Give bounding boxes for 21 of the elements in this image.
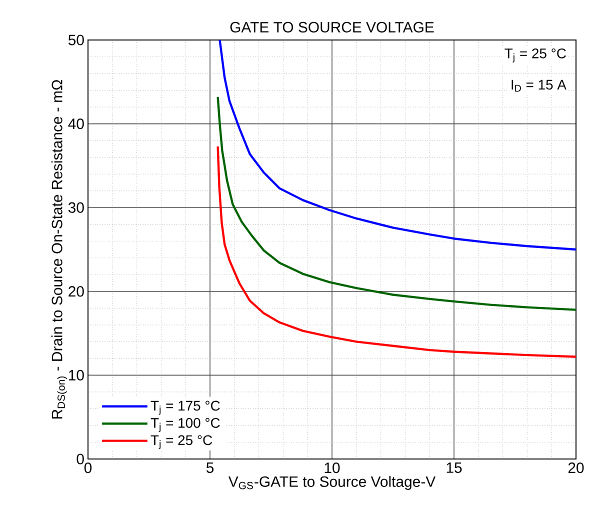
line-series (216, 96, 576, 311)
legend-label: T$_{j}$ = 25 °C (150, 435, 212, 450)
x-tick-label: 10 (324, 462, 340, 474)
x-tick-label: 15 (446, 462, 462, 473)
x-tick-label: 5 (206, 462, 214, 473)
y-tick-label: 0 (76, 454, 84, 464)
y-tick-label: 10 (69, 370, 84, 380)
y-tick-label: 50 (68, 34, 84, 46)
line-series (218, 40, 576, 251)
legend-label: T$_{j}$ = 100 °C (150, 418, 220, 432)
y-tick-label: 40 (68, 118, 84, 130)
annotation: T$_{j}$ = 25 °C (504, 48, 566, 62)
legend-label: T$_{j}$ = 175 °C (150, 400, 220, 415)
y-axis-title: R$_{DS(on)}$ - Drain to Source On-State Resistance - mΩ (51, 80, 67, 419)
x-tick-label: 20 (568, 462, 584, 474)
y-tick-label: 30 (68, 202, 84, 213)
annotation: I$_{D}$ = 15 A (512, 80, 566, 92)
x-tick-label: 0 (84, 462, 92, 474)
x-axis-title: V$_{GS}$-GATE to Source Voltage-V (228, 476, 436, 490)
chart-title: GATE TO SOURCE VOLTAGE (230, 22, 434, 32)
y-tick-label: 20 (68, 286, 84, 297)
